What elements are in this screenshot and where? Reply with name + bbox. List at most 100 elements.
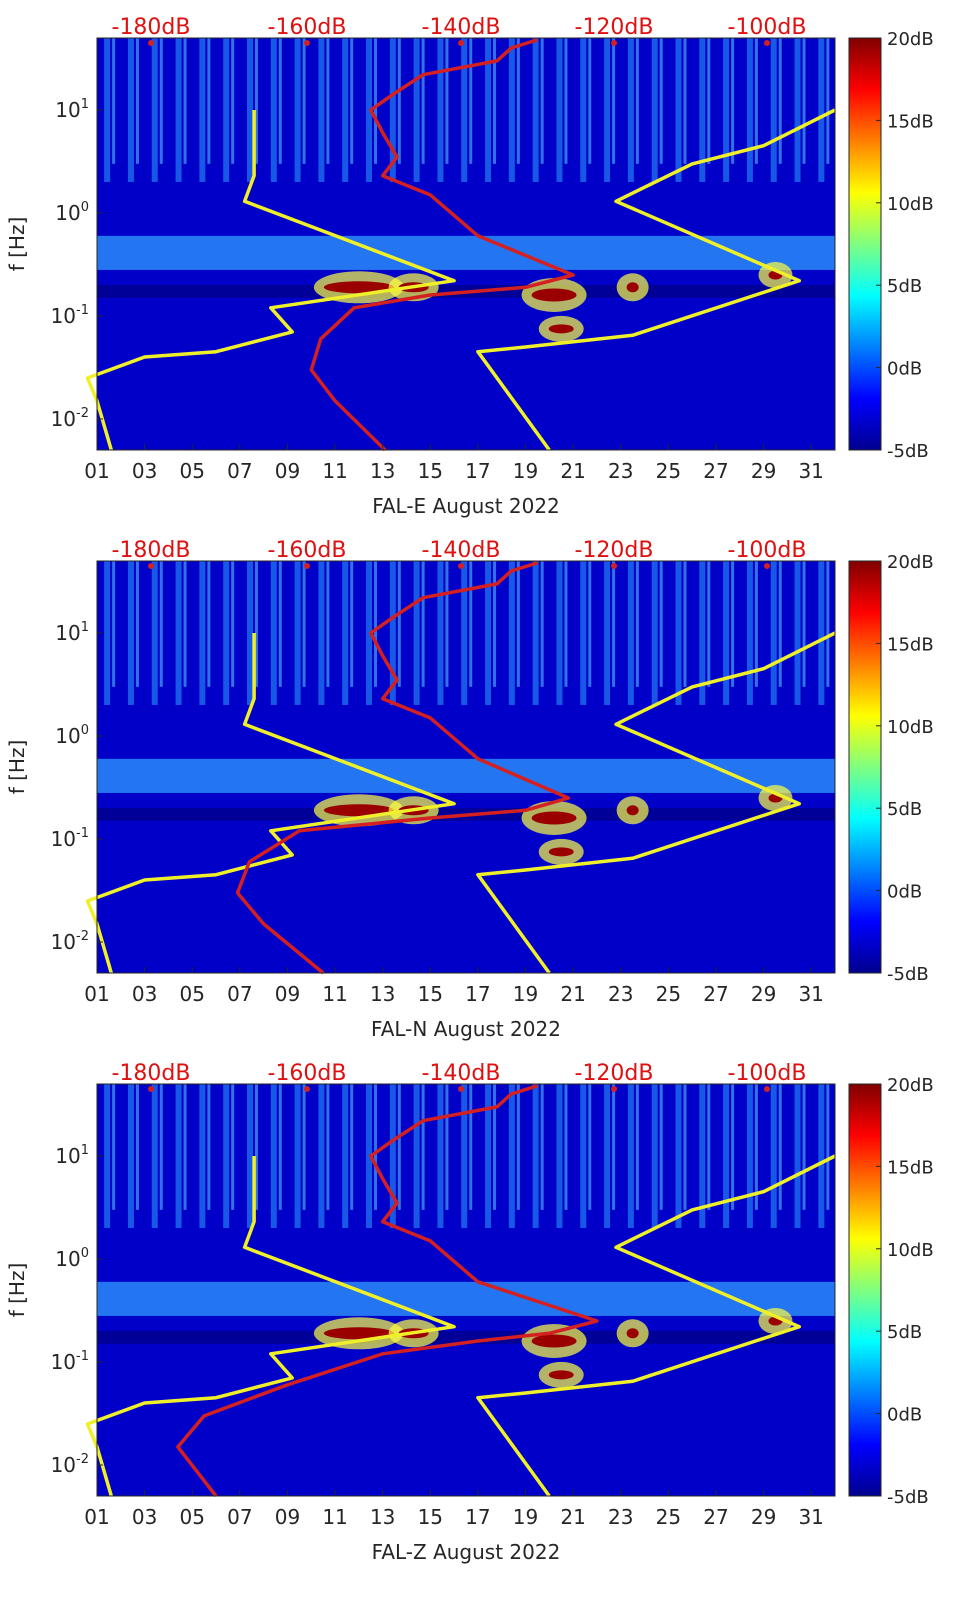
texture-stripe <box>683 1084 687 1210</box>
texture-stripe <box>723 38 730 182</box>
texture-stripe <box>778 1084 782 1210</box>
texture-stripe <box>699 38 706 182</box>
y-tick-base: 10 <box>51 1350 76 1374</box>
burst-core <box>548 847 574 857</box>
texture-stripe <box>302 561 306 687</box>
high-noise-model-line <box>476 1154 836 1498</box>
texture-stripe <box>246 38 253 182</box>
texture-stripe <box>461 38 468 182</box>
top-axis-label: -120dB <box>575 1061 654 1086</box>
y-tick-base: 10 <box>51 407 76 431</box>
top-axis-marker <box>764 40 770 46</box>
texture-stripe <box>794 38 801 182</box>
texture-stripe <box>104 1084 111 1228</box>
texture-stripe <box>302 1084 306 1210</box>
y-tick-exponent: 0 <box>81 200 89 215</box>
y-tick-exponent: 1 <box>81 97 89 112</box>
colorbar <box>848 37 882 451</box>
top-axis-label: -120dB <box>575 15 654 40</box>
x-tick-label: 03 <box>132 1505 157 1529</box>
x-tick-label: 11 <box>322 459 347 483</box>
texture-stripe <box>651 561 658 705</box>
texture-stripe <box>540 561 544 687</box>
y-tick-base: 10 <box>55 724 80 748</box>
texture-stripe <box>588 561 592 687</box>
quiet-band <box>97 1330 835 1344</box>
texture-stripe <box>778 561 782 687</box>
x-tick-label: 03 <box>132 982 157 1006</box>
x-tick-label: 27 <box>703 1505 728 1529</box>
top-axis-marker <box>611 563 617 569</box>
y-tick-label: 10-1 <box>51 303 89 328</box>
colorbar-tick-label: 5dB <box>887 799 922 820</box>
median-psd-line <box>309 38 575 452</box>
texture-stripe <box>604 561 611 705</box>
colorbar-tick-label: 5dB <box>887 276 922 297</box>
texture-stripe <box>754 38 758 164</box>
low-noise-model-line <box>85 1156 456 1497</box>
texture-stripe <box>159 1084 163 1210</box>
texture-stripe <box>746 561 753 705</box>
texture-stripe <box>207 38 211 164</box>
y-tick-label: 10-2 <box>51 929 89 954</box>
texture-stripe <box>723 1084 730 1228</box>
top-axis-marker <box>458 1086 464 1092</box>
texture-stripe <box>127 38 134 182</box>
burst-core <box>626 1328 639 1339</box>
texture-stripe <box>254 561 258 687</box>
x-tick-label: 25 <box>656 1505 681 1529</box>
texture-stripe <box>699 1084 706 1228</box>
colorbar-tick-label: 0dB <box>887 359 922 380</box>
colorbar <box>848 560 882 974</box>
median-psd-line <box>235 561 571 975</box>
texture-stripe <box>532 561 539 705</box>
top-axis-marker <box>458 563 464 569</box>
texture-stripe <box>564 1084 568 1210</box>
texture-stripe <box>770 561 777 705</box>
texture-stripe <box>294 1084 301 1228</box>
x-tick-label: 27 <box>703 982 728 1006</box>
burst-core <box>531 811 577 825</box>
x-tick-label: 07 <box>227 1505 252 1529</box>
x-tick-label: 05 <box>179 982 204 1006</box>
colorbar-tick-label: 20dB <box>887 552 934 573</box>
colorbar-tick-label: 15dB <box>887 634 934 655</box>
texture-stripe <box>231 1084 235 1210</box>
top-axis-marker <box>764 563 770 569</box>
high-noise-model-line <box>476 631 836 975</box>
texture-stripe <box>318 561 325 705</box>
burst-core <box>323 1327 394 1340</box>
colorbar-tick-label: -5dB <box>887 1487 929 1508</box>
texture-stripe <box>659 1084 663 1210</box>
texture-stripe <box>818 38 825 182</box>
colorbar-tick-label: 15dB <box>887 1157 934 1178</box>
texture-stripe <box>421 38 425 164</box>
texture-stripe <box>445 38 449 164</box>
median-psd-line <box>176 1084 599 1498</box>
x-tick-label: 19 <box>513 982 538 1006</box>
top-axis-marker <box>611 1086 617 1092</box>
x-tick-label: 07 <box>227 459 252 483</box>
texture-stripe <box>270 1084 277 1228</box>
texture-stripe <box>826 561 830 687</box>
texture-stripe <box>413 1084 420 1228</box>
texture-stripe <box>294 561 301 705</box>
top-axis-label: -160dB <box>268 15 347 40</box>
texture-stripe <box>770 38 777 182</box>
texture-stripe <box>731 561 735 687</box>
x-tick-label: 11 <box>322 982 347 1006</box>
plot-frame <box>96 1083 836 1497</box>
texture-stripe <box>183 38 187 164</box>
x-tick-label: 19 <box>513 1505 538 1529</box>
plot-frame <box>96 560 836 974</box>
top-axis-label: -100dB <box>728 1061 807 1086</box>
texture-stripe <box>493 561 497 687</box>
texture-stripe <box>556 1084 563 1228</box>
x-tick-label: 07 <box>227 982 252 1006</box>
x-tick-label: 31 <box>798 459 823 483</box>
texture-stripe <box>231 38 235 164</box>
texture-stripe <box>485 1084 492 1228</box>
texture-stripe <box>437 561 444 705</box>
texture-stripe <box>112 1084 116 1210</box>
texture-stripe <box>564 38 568 164</box>
